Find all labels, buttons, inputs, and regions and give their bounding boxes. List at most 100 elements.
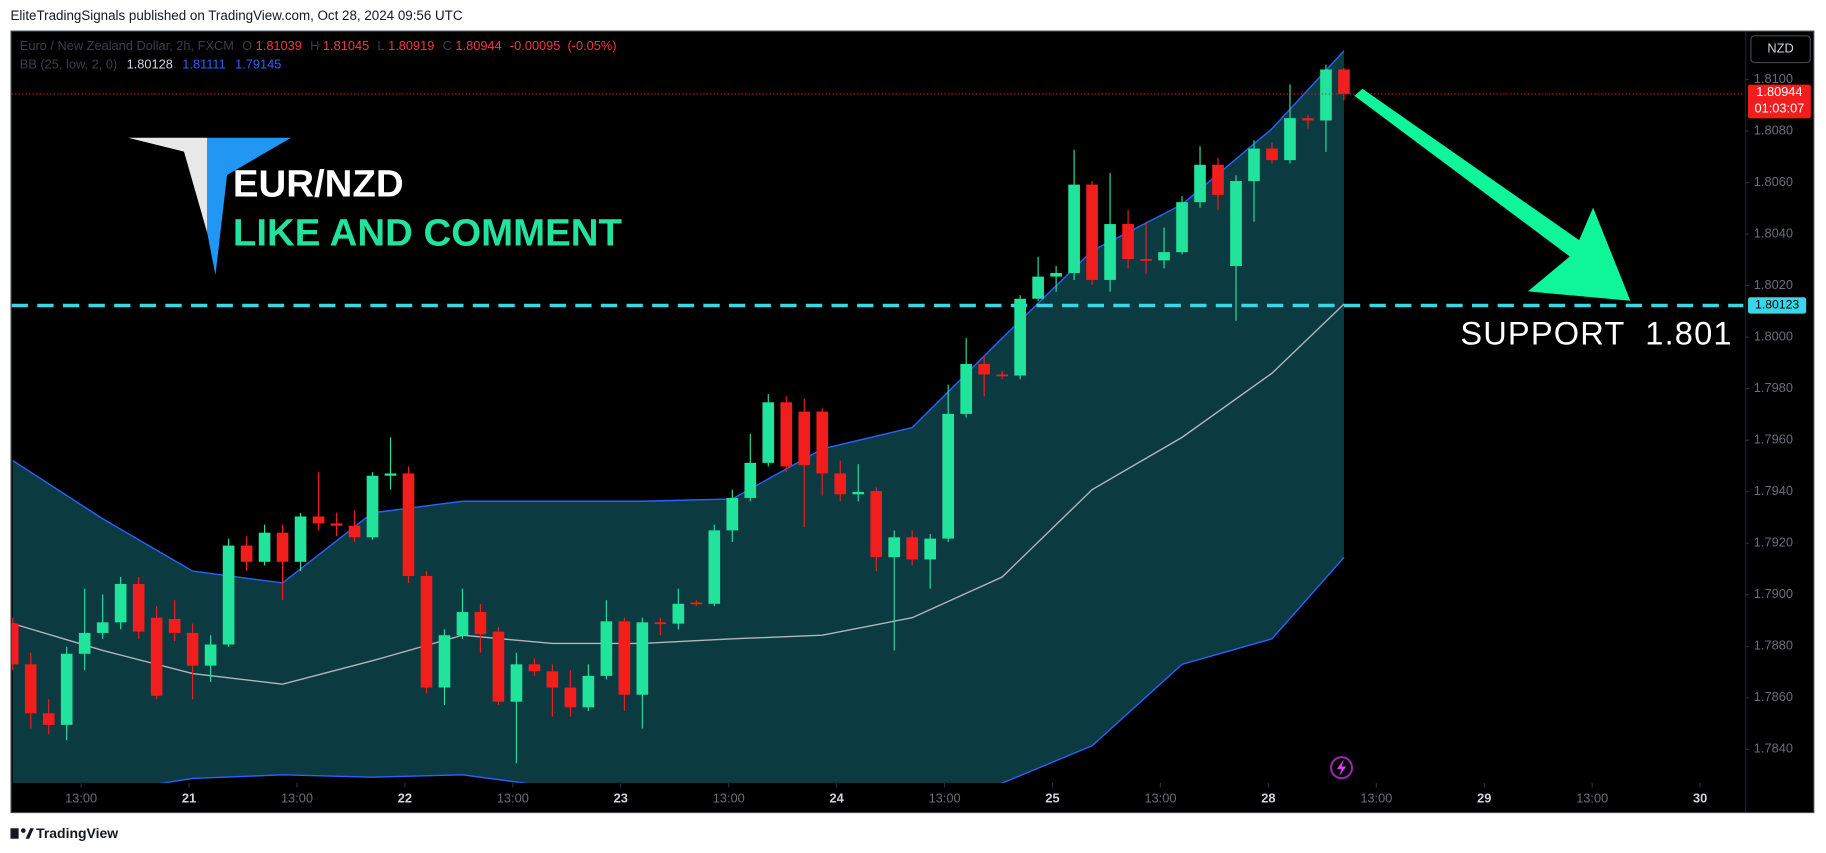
x-tick-label: 13:00: [1144, 791, 1176, 806]
candle-body: [996, 374, 1008, 377]
y-tick-label: 1.8080: [1754, 122, 1793, 137]
countdown-label: 01:03:07: [1755, 100, 1805, 115]
upper-band: [12, 50, 1345, 584]
candle-body: [1104, 224, 1116, 280]
candle-body: [1086, 184, 1098, 280]
candle-body: [330, 523, 343, 526]
candle-body: [834, 473, 847, 495]
candle-body: [1248, 148, 1260, 182]
currency-label: NZD: [1767, 41, 1793, 56]
candle-body: [780, 402, 793, 467]
last-price-box: [1747, 84, 1811, 119]
support-price-label: 1.80123: [1755, 298, 1799, 312]
candle-body: [1050, 272, 1062, 277]
candle-body: [582, 675, 595, 708]
candle-body: [78, 632, 91, 654]
candle-body: [1140, 259, 1152, 261]
candle-body: [600, 621, 613, 676]
candle-body: [348, 525, 361, 538]
candle-body: [744, 462, 757, 498]
symbol-name: Euro / New Zealand Dollar, 2h, FXCM: [20, 38, 234, 53]
x-tick-label: 28: [1261, 791, 1275, 806]
x-tick-label: 29: [1477, 791, 1491, 806]
alert-icon-bolt: [1336, 759, 1347, 776]
candle-body: [96, 622, 109, 633]
candle-body: [1068, 184, 1080, 273]
candle-body: [11, 623, 19, 665]
candle-body: [618, 621, 631, 695]
candle-body: [1266, 148, 1278, 161]
y-tick-label: 1.8040: [1754, 225, 1793, 240]
candle-body: [960, 363, 972, 414]
candle-body: [1158, 252, 1170, 261]
candle-body: [1176, 202, 1188, 253]
candle-body: [636, 622, 649, 695]
y-tick-label: 1.7840: [1754, 741, 1793, 756]
candle-body: [546, 671, 559, 688]
candle-body: [1230, 181, 1242, 267]
candle-body: [24, 664, 37, 714]
candle-body: [258, 532, 271, 562]
plot-area: [11, 50, 1744, 783]
y-tick-label: 1.7980: [1754, 380, 1793, 395]
lower-band: [159, 556, 1345, 783]
candle-body: [870, 490, 883, 558]
y-tick-label: 1.8100: [1754, 71, 1793, 86]
candle-body: [402, 473, 415, 576]
candle-body: [384, 473, 397, 476]
axes: 1.7840 1.7860 1.7880 1.7900 1.7920 1.7940 1.79…: [65, 71, 1811, 806]
y-tick-label: 1.7900: [1754, 586, 1793, 601]
basis-line: [12, 303, 1345, 685]
candle-body: [672, 603, 685, 624]
candle-body: [60, 653, 73, 725]
candle-body: [978, 363, 990, 375]
candle-body: [1212, 164, 1224, 195]
low-value: 1.80919: [388, 38, 434, 53]
y-tick-label: 1.7920: [1754, 535, 1793, 550]
open-value: 1.81039: [256, 38, 302, 53]
candle-body: [420, 575, 433, 688]
candle-body: [492, 631, 505, 702]
candle-body: [798, 411, 811, 466]
footer-logo: [10, 828, 19, 839]
candle-body: [366, 475, 379, 538]
candle-body: [312, 516, 325, 524]
candle-body: [114, 583, 127, 623]
ohlc-letter: L: [377, 38, 384, 53]
y-tick-label: 1.8060: [1754, 174, 1793, 189]
x-tick-label: 30: [1693, 791, 1707, 806]
footer-logo: [25, 828, 34, 839]
candle-body: [906, 537, 919, 560]
candle-body: [924, 538, 937, 560]
candle-body: [42, 713, 55, 725]
y-tick-label: 1.7860: [1754, 689, 1793, 704]
candle-body: [1338, 69, 1350, 94]
candle-body: [888, 537, 901, 558]
candle-body: [438, 635, 451, 688]
last-price-label: 1.80944: [1756, 84, 1802, 99]
publish-header: EliteTradingSignals published on Trading…: [10, 8, 462, 23]
basis-value: 1.80128: [127, 57, 173, 72]
candle-body: [150, 617, 163, 696]
change-percent: (-0.05%): [567, 38, 616, 53]
candle-body: [726, 497, 739, 531]
ohlc-letter: O: [242, 38, 252, 53]
logo-left: [128, 137, 208, 234]
x-tick-label: 13:00: [713, 791, 745, 806]
candle-body: [654, 622, 667, 625]
change-value: -0.00095: [510, 38, 561, 53]
candle-body: [132, 583, 145, 632]
candle-body: [204, 644, 217, 666]
close-value: 1.80944: [455, 38, 501, 53]
currency-badge[interactable]: [1750, 35, 1811, 64]
band-fill: [12, 50, 1344, 783]
candle-body: [168, 618, 181, 633]
x-tick-label: 13:00: [929, 791, 961, 806]
x-tick-label: 13:00: [1360, 791, 1392, 806]
lower-value: 1.79145: [235, 57, 281, 72]
alert-icon[interactable]: [1330, 756, 1354, 780]
legend-indicator: BB (25, low, 2, 0) 1.80128 1.81111 1.791…: [20, 57, 282, 72]
candle-body: [222, 545, 235, 645]
